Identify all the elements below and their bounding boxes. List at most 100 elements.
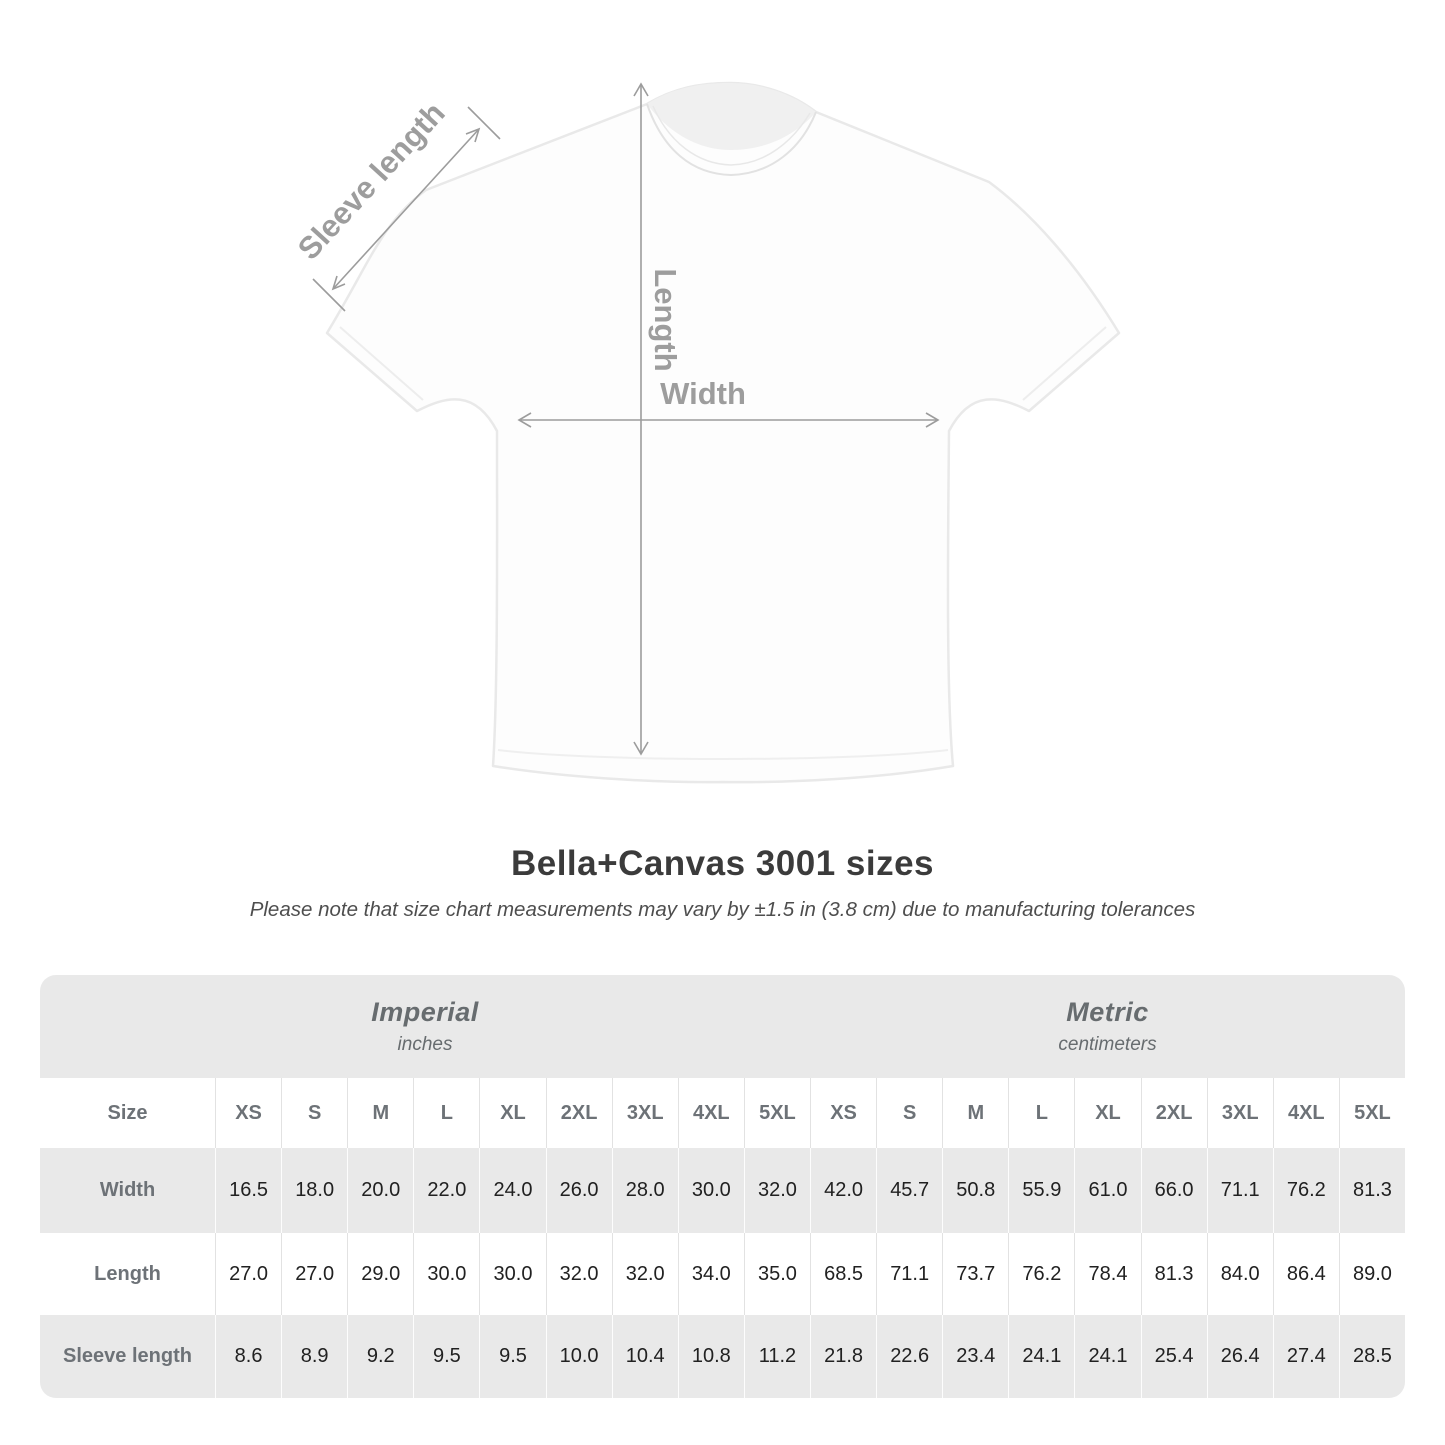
- sleeve-length-arrow: [312, 106, 501, 312]
- value-cell: 81.3: [1338, 1148, 1405, 1233]
- row-label-sleeve-length: Sleeve length: [40, 1315, 215, 1398]
- size-col-metric-l: L: [1008, 1078, 1075, 1148]
- tshirt-left-cuff-seam: [339, 326, 424, 401]
- size-col-imperial-xs: XS: [215, 1078, 282, 1148]
- value-cell: 23.4: [942, 1315, 1009, 1398]
- metric-unit-header: Metric centimeters: [810, 975, 1405, 1078]
- value-cell: 30.0: [677, 1148, 744, 1233]
- value-cell: 66.0: [1140, 1148, 1207, 1233]
- size-col-metric-xl: XL: [1074, 1078, 1141, 1148]
- tshirt-right-cuff-seam: [1022, 326, 1107, 401]
- tshirt-hem-seam: [497, 749, 949, 760]
- value-cell: 61.0: [1074, 1148, 1141, 1233]
- value-cell: 22.0: [413, 1148, 480, 1233]
- row-label-width: Width: [40, 1148, 215, 1233]
- tshirt-collar-inner-seam: [652, 105, 811, 166]
- value-cell: 30.0: [413, 1233, 480, 1315]
- size-col-imperial-2xl: 2XL: [545, 1078, 612, 1148]
- value-cell: 32.0: [611, 1233, 678, 1315]
- imperial-unit-name: Imperial: [371, 997, 479, 1027]
- size-header: Size: [40, 1078, 215, 1148]
- value-cell: 27.0: [281, 1233, 348, 1315]
- value-cell: 84.0: [1206, 1233, 1273, 1315]
- tshirt-graphic: [325, 81, 1121, 784]
- value-cell: 73.7: [942, 1233, 1009, 1315]
- value-cell: 55.9: [1008, 1148, 1075, 1233]
- page-title: Bella+Canvas 3001 sizes: [510, 844, 935, 883]
- page-subtitle: Please note that size chart measurements…: [249, 898, 1196, 921]
- tshirt-body: [325, 81, 1121, 784]
- value-cell: 10.0: [545, 1315, 612, 1398]
- size-col-imperial-xl: XL: [479, 1078, 546, 1148]
- value-cell: 30.0: [479, 1233, 546, 1315]
- value-cell: 11.2: [743, 1315, 810, 1398]
- value-cell: 26.0: [545, 1148, 612, 1233]
- value-cell: 71.1: [1206, 1148, 1273, 1233]
- value-cell: 50.8: [942, 1148, 1009, 1233]
- width-arrow: [517, 412, 940, 428]
- shirt-measurement-diagram: Sleeve length Length Width: [291, 81, 1121, 784]
- value-cell: 9.5: [479, 1315, 546, 1398]
- value-cell: 32.0: [743, 1148, 810, 1233]
- value-cell: 24.1: [1074, 1315, 1141, 1398]
- value-cell: 22.6: [876, 1315, 943, 1398]
- size-col-metric-4xl: 4XL: [1272, 1078, 1339, 1148]
- value-cell: 27.0: [215, 1233, 282, 1315]
- value-cell: 8.9: [281, 1315, 348, 1398]
- value-cell: 32.0: [545, 1233, 612, 1315]
- value-cell: 25.4: [1140, 1315, 1207, 1398]
- value-cell: 20.0: [347, 1148, 414, 1233]
- value-cell: 86.4: [1272, 1233, 1339, 1315]
- size-col-imperial-s: S: [281, 1078, 348, 1148]
- size-col-metric-3xl: 3XL: [1206, 1078, 1273, 1148]
- metric-unit-name: Metric: [1066, 997, 1149, 1027]
- value-cell: 45.7: [876, 1148, 943, 1233]
- metric-unit-sub: centimeters: [1058, 1034, 1157, 1055]
- value-cell: 89.0: [1338, 1233, 1405, 1315]
- value-cell: 28.5: [1338, 1315, 1405, 1398]
- value-cell: 78.4: [1074, 1233, 1141, 1315]
- size-col-imperial-5xl: 5XL: [743, 1078, 810, 1148]
- value-cell: 68.5: [810, 1233, 877, 1315]
- size-col-imperial-4xl: 4XL: [677, 1078, 744, 1148]
- size-col-metric-s: S: [876, 1078, 943, 1148]
- value-cell: 9.2: [347, 1315, 414, 1398]
- tshirt-neck-inside: [647, 83, 816, 150]
- value-cell: 35.0: [743, 1233, 810, 1315]
- value-cell: 42.0: [810, 1148, 877, 1233]
- size-col-metric-2xl: 2XL: [1140, 1078, 1207, 1148]
- row-label-length: Length: [40, 1233, 215, 1315]
- imperial-unit-header: Imperial inches: [40, 975, 810, 1078]
- value-cell: 16.5: [215, 1148, 282, 1233]
- value-cell: 26.4: [1206, 1315, 1273, 1398]
- value-cell: 21.8: [810, 1315, 877, 1398]
- length-label: Length: [648, 268, 683, 371]
- tshirt-collar-outer-seam: [646, 103, 817, 177]
- value-cell: 34.0: [677, 1233, 744, 1315]
- value-cell: 10.8: [677, 1315, 744, 1398]
- value-cell: 76.2: [1272, 1148, 1339, 1233]
- value-cell: 24.0: [479, 1148, 546, 1233]
- value-cell: 29.0: [347, 1233, 414, 1315]
- size-col-metric-xs: XS: [810, 1078, 877, 1148]
- size-col-imperial-3xl: 3XL: [611, 1078, 678, 1148]
- value-cell: 8.6: [215, 1315, 282, 1398]
- value-cell: 28.0: [611, 1148, 678, 1233]
- value-cell: 27.4: [1272, 1315, 1339, 1398]
- title-block: Bella+Canvas 3001 sizes Please note that…: [0, 830, 1445, 975]
- size-table: Imperial inches Metric centimeters Size X…: [40, 975, 1405, 1398]
- imperial-unit-sub: inches: [397, 1034, 453, 1055]
- value-cell: 9.5: [413, 1315, 480, 1398]
- length-arrow: [633, 82, 649, 756]
- value-cell: 24.1: [1008, 1315, 1075, 1398]
- size-col-imperial-l: L: [413, 1078, 480, 1148]
- size-col-metric-5xl: 5XL: [1338, 1078, 1405, 1148]
- value-cell: 76.2: [1008, 1233, 1075, 1315]
- size-col-imperial-m: M: [347, 1078, 414, 1148]
- value-cell: 71.1: [876, 1233, 943, 1315]
- value-cell: 81.3: [1140, 1233, 1207, 1315]
- size-col-metric-m: M: [942, 1078, 1009, 1148]
- value-cell: 10.4: [611, 1315, 678, 1398]
- width-label: Width: [660, 376, 746, 411]
- value-cell: 18.0: [281, 1148, 348, 1233]
